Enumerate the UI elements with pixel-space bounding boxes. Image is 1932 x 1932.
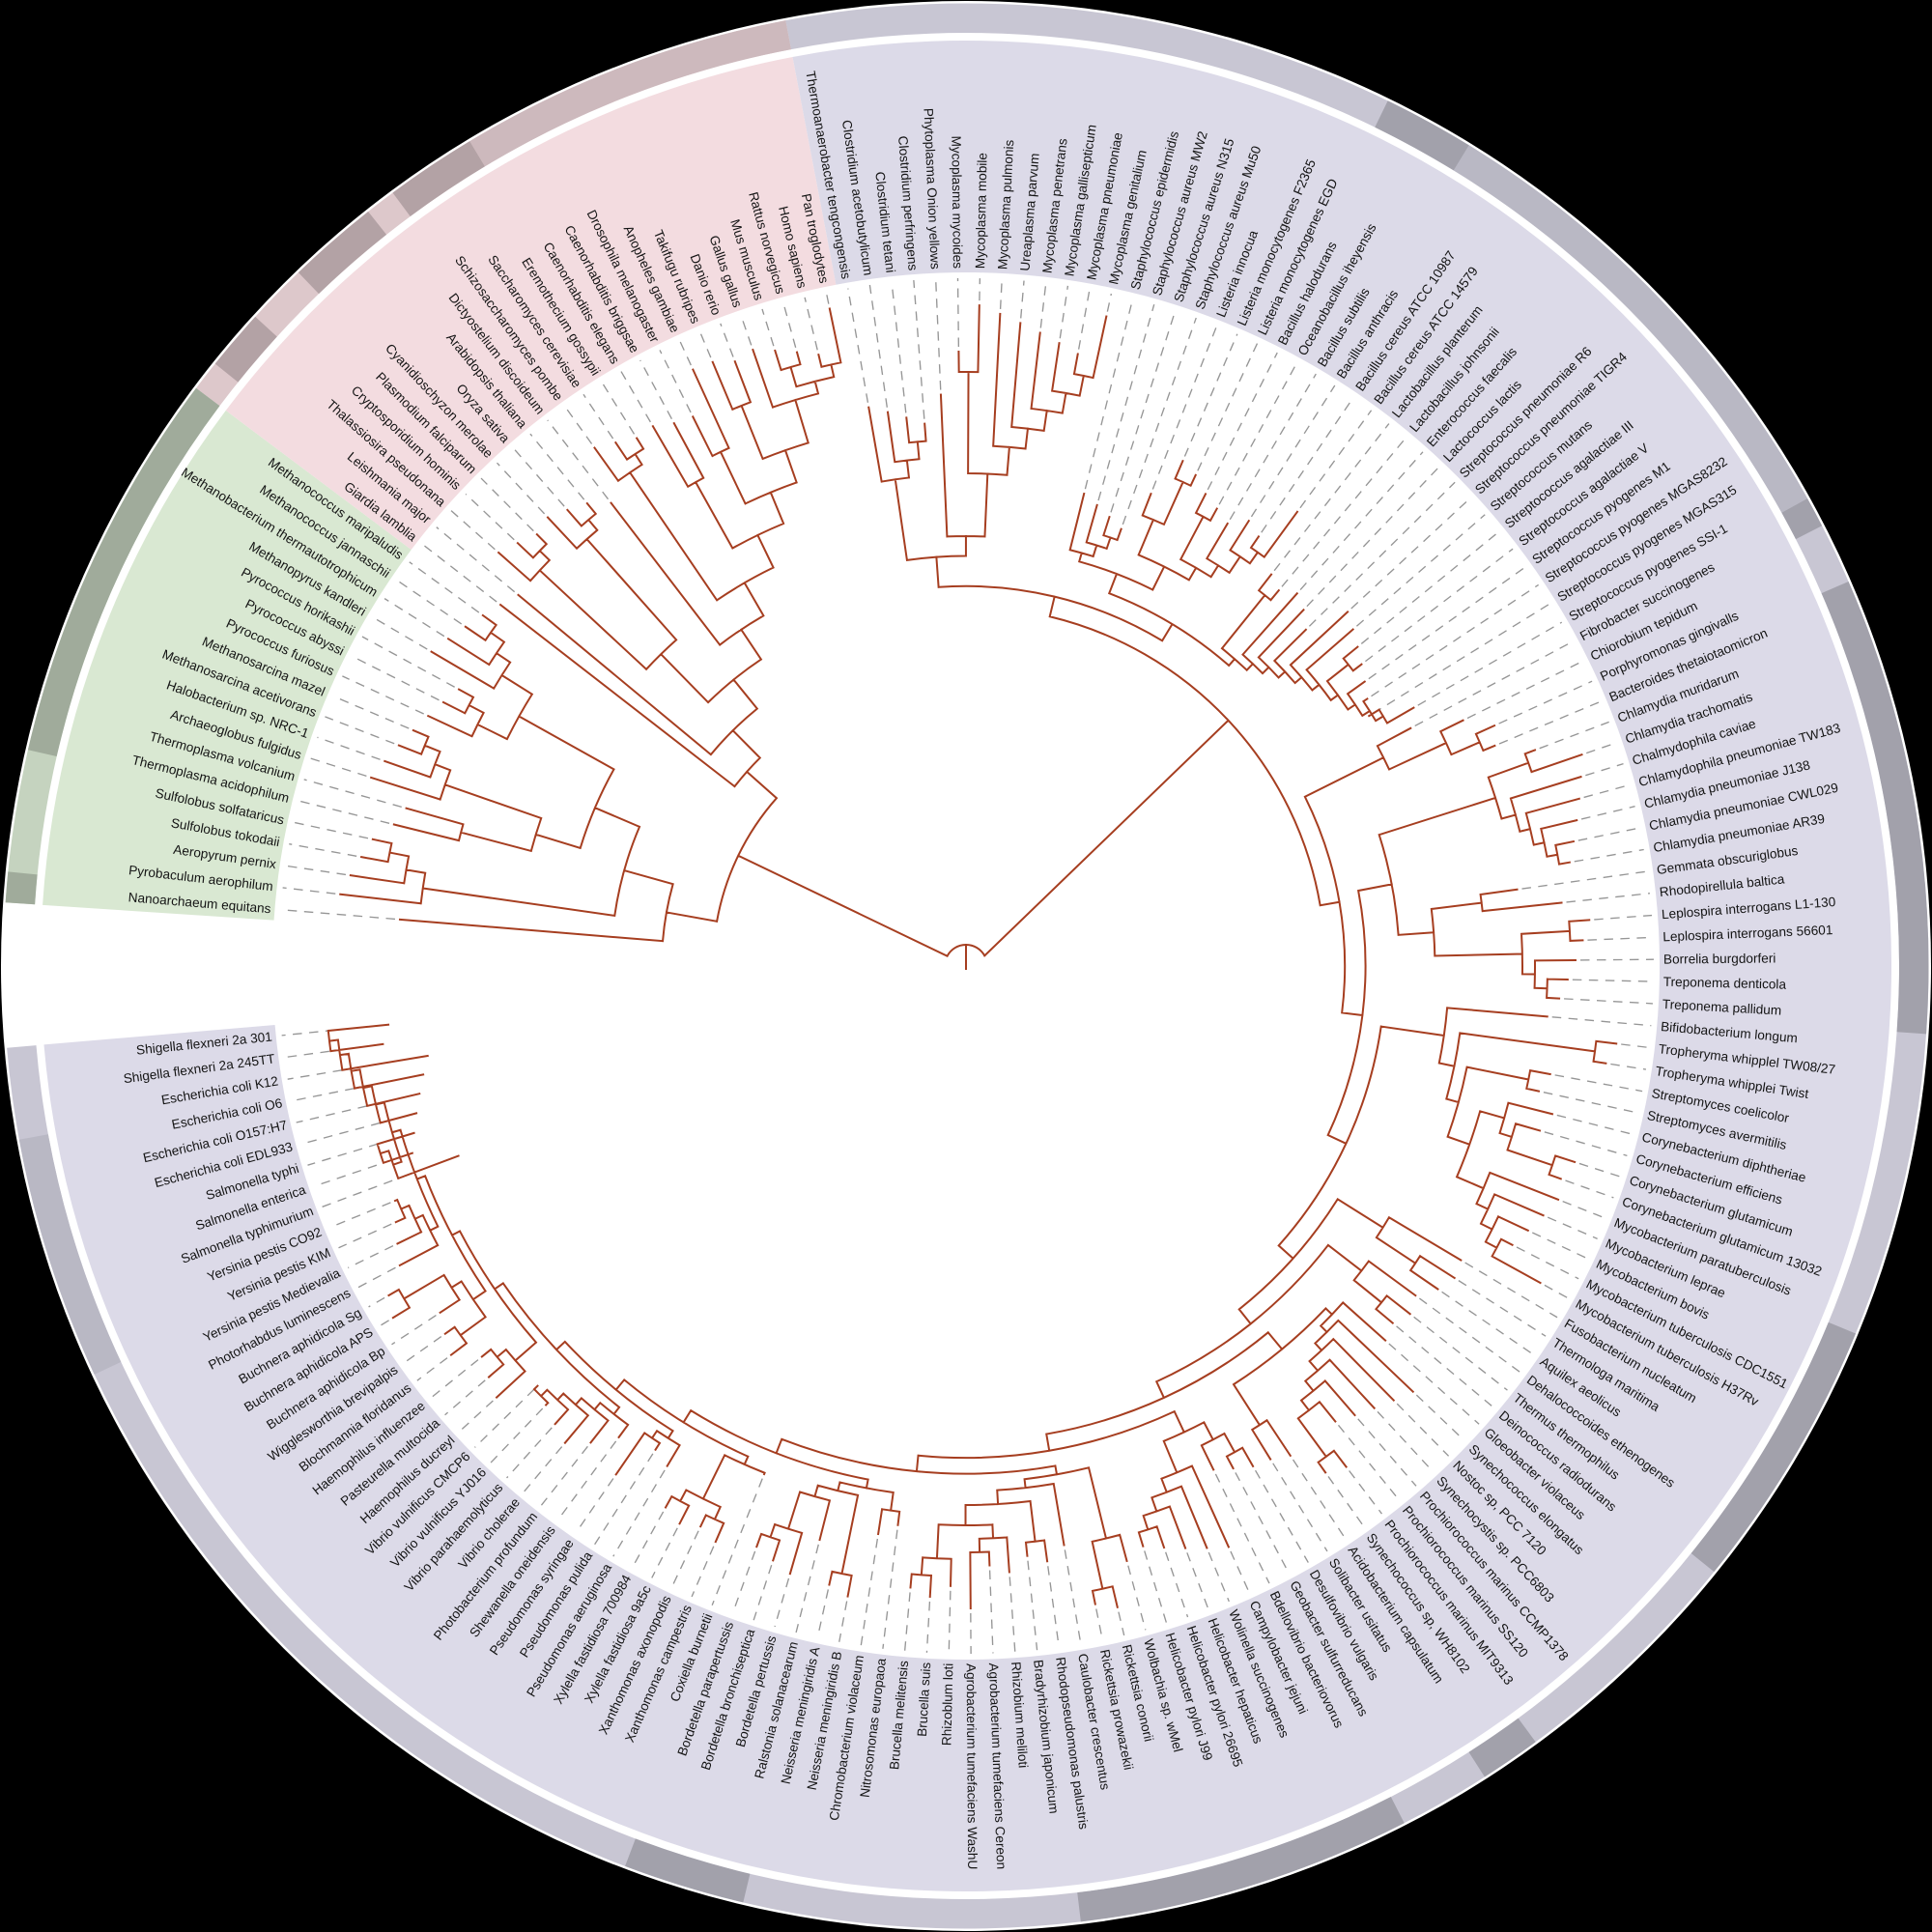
svg-text:Mycoplasma mycoides: Mycoplasma mycoides xyxy=(949,135,965,269)
svg-text:Treponema denticola: Treponema denticola xyxy=(1663,975,1787,992)
svg-text:Agrobacterium tumefaciens Wash: Agrobacterium tumefaciens WashU xyxy=(964,1663,980,1869)
svg-text:Mycoplasma pulmonis: Mycoplasma pulmonis xyxy=(995,139,1016,270)
svg-text:Leplospira interrogans 56601: Leplospira interrogans 56601 xyxy=(1662,923,1833,944)
svg-text:Brucella suis: Brucella suis xyxy=(915,1662,933,1737)
svg-text:Treponema pallidum: Treponema pallidum xyxy=(1662,997,1782,1018)
svg-text:Mycoplasma mobile: Mycoplasma mobile xyxy=(973,153,989,269)
svg-text:Phytoplasma Onion yellows: Phytoplasma Onion yellows xyxy=(921,108,942,270)
svg-text:Borrelia burgdorferi: Borrelia burgdorferi xyxy=(1663,951,1776,966)
svg-text:Rhizoblum loti: Rhizoblum loti xyxy=(939,1663,955,1747)
